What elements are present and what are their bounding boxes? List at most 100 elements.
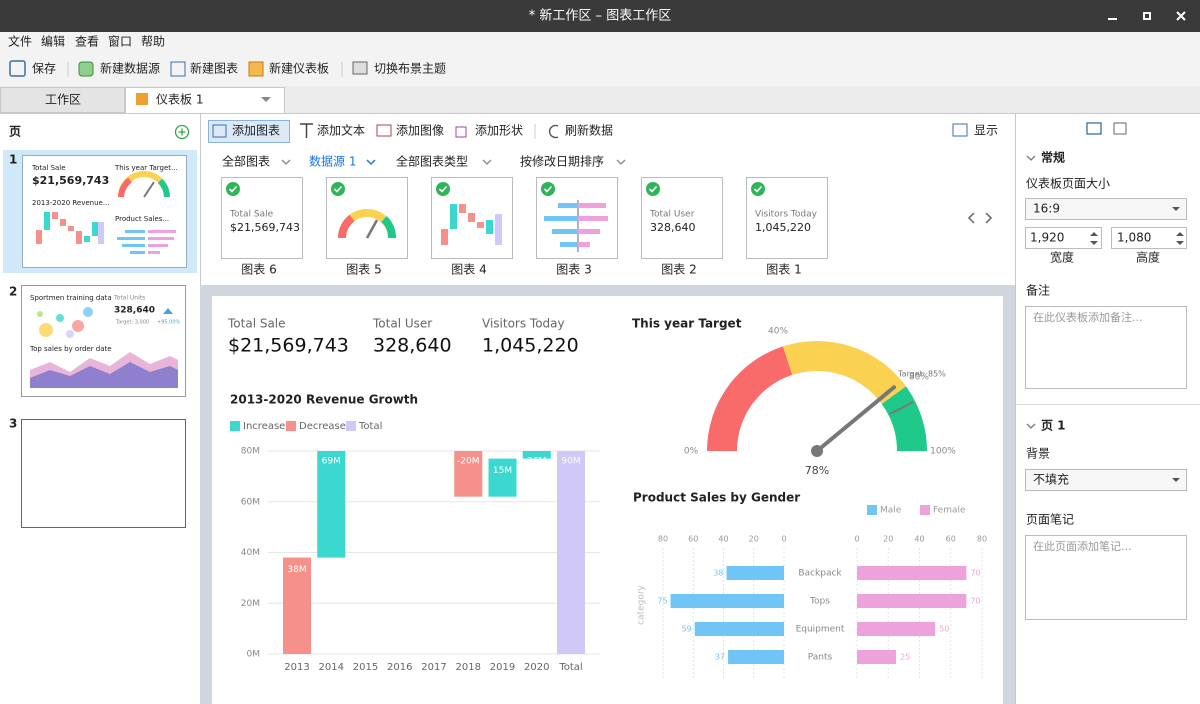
tab-workspace[interactable] (0, 87, 125, 113)
close-button[interactable] (1176, 11, 1186, 21)
legend-swatch (867, 505, 877, 515)
x-tick-label: 2018 (456, 662, 481, 673)
toolbar-button[interactable]: 保存 (32, 62, 56, 76)
x-tick-label: 2020 (524, 662, 549, 673)
x-tick-label: 40 (718, 535, 728, 544)
width-input[interactable] (1025, 227, 1102, 249)
page-notes-textarea[interactable] (1025, 535, 1187, 620)
bar (557, 451, 585, 654)
dropdown-value[interactable]: 16:9 (1033, 202, 1060, 216)
editor-button[interactable]: 添加形状 (475, 124, 523, 138)
x-tick-label: 2013 (284, 662, 309, 673)
editor-button[interactable]: 显示 (974, 124, 998, 138)
input-value[interactable]: 1,920 (1030, 231, 1064, 245)
gallery-card[interactable] (746, 177, 828, 259)
tab-dropdown[interactable] (261, 97, 271, 102)
filter[interactable]: 数据源 1 (309, 154, 356, 169)
input-value[interactable]: 1,080 (1117, 231, 1151, 245)
dropdown-arrow (1172, 478, 1180, 482)
legend-label: Total (358, 421, 382, 432)
legend-swatch (920, 505, 930, 515)
section-title: 常规 (1041, 150, 1065, 165)
menu-item[interactable]: 查看 (75, 35, 99, 49)
legend-swatch (286, 421, 296, 431)
gallery-kpi-value: 328,640 (650, 221, 696, 234)
gauge-band (783, 341, 906, 404)
field-label: 背景 (1026, 447, 1050, 461)
gallery-kpi-label: Total User (649, 210, 695, 220)
y-tick-label: 80M (241, 447, 260, 457)
x-tick-label: 2014 (319, 662, 344, 673)
height-input[interactable] (1111, 227, 1187, 249)
spinner[interactable] (1090, 232, 1098, 245)
filter[interactable]: 全部图表 (222, 154, 270, 169)
maximize-button[interactable] (1143, 12, 1151, 20)
editor-button[interactable]: 添加图像 (396, 124, 444, 138)
page-thumb[interactable] (21, 419, 186, 528)
menu-item[interactable]: 窗口 (108, 35, 132, 49)
notes-textarea[interactable] (1025, 306, 1187, 389)
thumb-bubble (66, 330, 74, 338)
ratio-dropdown[interactable] (1025, 198, 1187, 220)
filter-chevron[interactable] (366, 159, 376, 166)
tree-icon[interactable] (1113, 122, 1127, 135)
background-dropdown[interactable] (1025, 469, 1187, 491)
gauge-needle (815, 385, 897, 453)
gallery-name: 图表 2 (661, 263, 696, 277)
section-chevron[interactable] (1026, 155, 1036, 161)
gallery-card[interactable] (326, 177, 408, 259)
add-page-button[interactable] (174, 124, 190, 140)
add-chart-button[interactable] (208, 120, 290, 143)
toolbar-button[interactable]: 新建图表 (190, 61, 238, 76)
layout-icon[interactable] (1086, 122, 1102, 135)
editor-button[interactable]: 刷新数据 (565, 123, 613, 138)
check-badge (226, 182, 240, 196)
section-chevron[interactable] (1026, 423, 1036, 429)
thumb-text: Total Units (113, 295, 145, 302)
x-tick-label: 2015 (353, 662, 378, 673)
tab-label[interactable]: 仪表板 1 (156, 93, 203, 107)
page-thumb[interactable] (22, 155, 187, 268)
gallery-card[interactable] (431, 177, 513, 259)
section-title: 页 1 (1041, 419, 1066, 433)
legend-swatch (346, 421, 356, 431)
toolbar-button[interactable]: 新建仪表板 (269, 61, 329, 76)
toolbar-button[interactable]: 新建数据源 (100, 61, 160, 76)
menu-item[interactable]: 文件 (8, 34, 32, 49)
menu-item[interactable]: 帮助 (141, 35, 165, 49)
spinner[interactable] (1176, 232, 1184, 245)
gallery-card[interactable] (641, 177, 723, 259)
card-bar (450, 204, 457, 229)
chart-title: 2013-2020 Revenue Growth (230, 393, 418, 407)
toolbar-button[interactable]: 切换布景主题 (374, 62, 446, 76)
bar (726, 566, 784, 580)
tab-dashboard[interactable] (125, 87, 285, 114)
gallery-card[interactable] (221, 177, 303, 259)
tab-icon (136, 93, 148, 105)
card-hbar (578, 216, 608, 221)
gallery-next[interactable] (985, 212, 993, 224)
chart-icon (170, 61, 186, 77)
editor-button[interactable]: 添加文本 (317, 123, 365, 138)
filter-chevron[interactable] (482, 159, 492, 165)
bar (317, 451, 346, 558)
filter-chevron[interactable] (616, 159, 626, 165)
gallery-prev[interactable] (967, 212, 975, 224)
menu-item[interactable]: 编辑 (41, 34, 65, 49)
filter[interactable]: 按修改日期排序 (520, 154, 604, 169)
thumb-bubble (39, 323, 53, 337)
filter-chevron[interactable] (281, 159, 291, 165)
x-tick-label: 80 (658, 535, 668, 544)
gallery-card-decor (338, 200, 608, 252)
editor-button[interactable]: 添加图表 (232, 124, 280, 138)
thumb-bar (52, 212, 58, 219)
check-badge (436, 182, 450, 196)
gallery-card[interactable] (536, 177, 618, 259)
dropdown-value[interactable]: 不填充 (1033, 472, 1069, 487)
card-hbar (578, 229, 600, 234)
thumb-bubble (72, 320, 84, 332)
tab-label[interactable]: 工作区 (45, 93, 81, 107)
gauge-band (707, 346, 793, 451)
filter[interactable]: 全部图表类型 (396, 154, 468, 169)
data-label: 15M (493, 466, 512, 476)
